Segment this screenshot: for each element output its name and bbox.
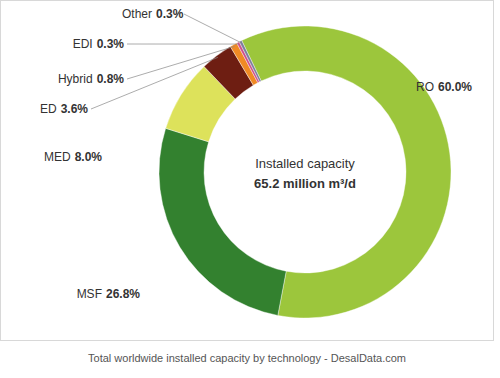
category-name: Other bbox=[122, 7, 152, 21]
leader-line bbox=[91, 57, 218, 109]
value-label: 60.0% bbox=[438, 80, 472, 94]
caption: Total worldwide installed capacity by te… bbox=[88, 352, 406, 364]
category-name: MSF bbox=[77, 287, 102, 301]
slice-label: ED 3.6% bbox=[40, 102, 88, 116]
leader-line bbox=[127, 46, 235, 79]
chart: RO 60.0% MSF 26.8% MED 8.0% ED 3.6% Hybrid 0.8% ED… bbox=[0, 0, 500, 378]
leader-line bbox=[127, 44, 239, 45]
value-label: 0.3% bbox=[156, 7, 184, 21]
value-label: 26.8% bbox=[106, 287, 140, 301]
slice-label: RO 60.0% bbox=[416, 80, 472, 94]
value-label: 3.6% bbox=[61, 102, 89, 116]
category-name: ED bbox=[40, 102, 57, 116]
slice bbox=[239, 40, 261, 81]
labels: RO 60.0% MSF 26.8% MED 8.0% ED 3.6% Hybrid 0.8% ED… bbox=[40, 7, 472, 301]
slice-label: Other 0.3% bbox=[122, 7, 184, 21]
center-label: 65.2 million m³/d bbox=[254, 176, 356, 191]
category-name: Hybrid bbox=[58, 72, 93, 86]
slices bbox=[159, 26, 451, 318]
slice-label: MSF 26.8% bbox=[77, 287, 141, 301]
leader-line bbox=[184, 14, 241, 43]
category-name: EDI bbox=[73, 37, 93, 51]
value-label: 0.3% bbox=[97, 37, 125, 51]
frame bbox=[1, 1, 494, 341]
value-label: 0.8% bbox=[97, 72, 125, 86]
value-label: 8.0% bbox=[75, 150, 103, 164]
slice bbox=[237, 42, 260, 83]
slice-label: Hybrid 0.8% bbox=[58, 72, 124, 86]
center-label: Installed capacity bbox=[255, 156, 355, 171]
category-name: MED bbox=[44, 150, 71, 164]
slice-label: EDI 0.3% bbox=[73, 37, 125, 51]
slice-label: MED 8.0% bbox=[44, 150, 102, 164]
category-name: RO bbox=[416, 80, 434, 94]
